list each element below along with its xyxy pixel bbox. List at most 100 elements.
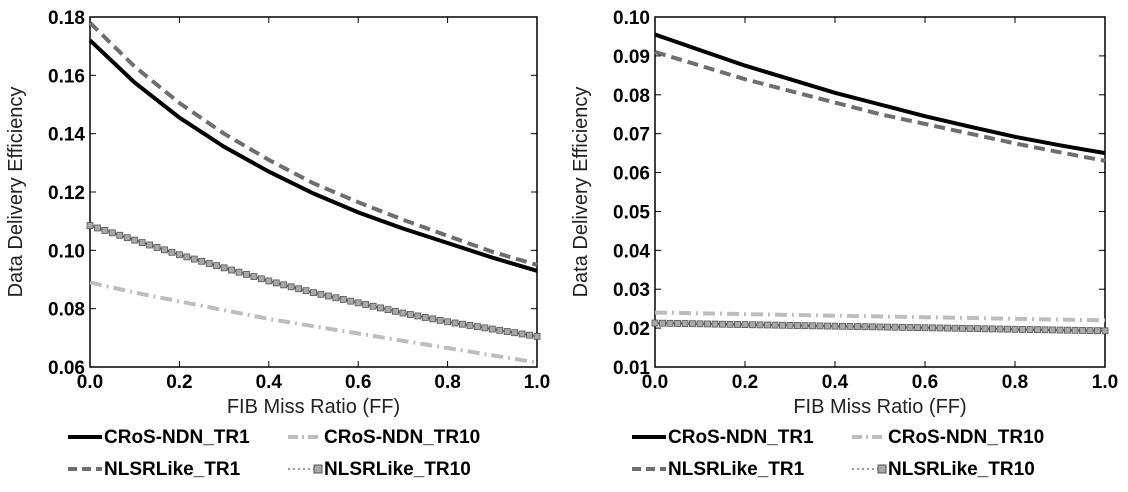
series-marker-NLSRLike_TR10 xyxy=(756,321,764,329)
series-marker-NLSRLike_TR10 xyxy=(734,321,741,328)
legend-item-NLSRLike_TR1: NLSRLike_TR1 xyxy=(68,459,241,480)
series-marker-NLSRLike_TR10 xyxy=(511,329,519,337)
legend-item-CRoS-NDN_TR10: CRoS-NDN_TR10 xyxy=(852,427,1044,448)
series-marker-NLSRLike_TR10 xyxy=(651,319,659,327)
x-tick-label: 1.0 xyxy=(1092,372,1118,393)
x-tick-label: 0.0 xyxy=(77,372,103,393)
series-marker-NLSRLike_TR10 xyxy=(891,323,899,331)
series-marker-NLSRLike_TR10 xyxy=(131,236,139,244)
series-marker-NLSRLike_TR10 xyxy=(183,253,191,261)
series-marker-NLSRLike_TR10 xyxy=(384,306,392,314)
chart-panel-1: 0.06 0.08 0.10 0.12 0.14 0.16 0.18 0.0 0.2 0.4 0.6… xyxy=(5,8,550,480)
series-marker-NLSRLike_TR10 xyxy=(899,323,906,331)
y-tick-label: 0.18 xyxy=(48,8,85,29)
series-marker-NLSRLike_TR10 xyxy=(339,296,347,303)
x-tick-label: 0.4 xyxy=(822,372,849,393)
y-tick-label: 0.04 xyxy=(613,241,650,262)
legend-item-NLSRLike_TR1: NLSRLike_TR1 xyxy=(632,459,805,480)
series-marker-NLSRLike_TR10 xyxy=(1086,327,1094,334)
series-marker-NLSRLike_TR10 xyxy=(749,321,756,329)
series-marker-NLSRLike_TR10 xyxy=(869,323,876,331)
series-marker-NLSRLike_TR10 xyxy=(1079,327,1086,334)
series-marker-NLSRLike_TR10 xyxy=(801,322,809,330)
series-marker-NLSRLike_TR10 xyxy=(689,320,696,328)
series-marker-NLSRLike_TR10 xyxy=(726,320,734,328)
series-line-CRoS-NDN_TR10 xyxy=(89,280,538,365)
series-marker-NLSRLike_TR10 xyxy=(317,290,325,298)
series-marker-NLSRLike_TR10 xyxy=(86,222,94,229)
series-marker-NLSRLike_TR10 xyxy=(846,323,854,330)
series-marker-NLSRLike_TR10 xyxy=(1026,326,1034,333)
series-marker-NLSRLike_TR10 xyxy=(681,320,689,327)
series-line-CRoS-NDN_TR1 xyxy=(654,32,1106,156)
y-tick-label: 0.12 xyxy=(48,183,85,204)
series-line-NLSRLike_TR1 xyxy=(88,21,538,267)
series-marker-NLSRLike_TR10 xyxy=(161,246,168,254)
series-marker-NLSRLike_TR10 xyxy=(272,279,280,287)
legend-label: NLSRLike_TR1 xyxy=(104,459,241,480)
legend: CRoS-NDN_TR1 CRoS-NDN_TR10 NLSRLike_TR1 NLS… xyxy=(632,427,1044,480)
series-marker-NLSRLike_TR10 xyxy=(914,324,921,331)
x-tick-label: 0.8 xyxy=(434,372,460,393)
series-marker-NLSRLike_TR10 xyxy=(674,320,681,327)
series-marker-NLSRLike_TR10 xyxy=(399,309,407,317)
series-marker-NLSRLike_TR10 xyxy=(347,297,355,305)
series-marker-NLSRLike_TR10 xyxy=(861,323,869,331)
y-tick-label: 0.08 xyxy=(48,300,85,321)
legend-label: NLSRLike_TR10 xyxy=(324,459,471,480)
series-marker-NLSRLike_TR10 xyxy=(332,294,340,302)
x-tick-label: 0.0 xyxy=(642,372,668,393)
series-marker-NLSRLike_TR10 xyxy=(906,324,914,331)
series-marker-NLSRLike_TR10 xyxy=(518,330,526,338)
series-marker-NLSRLike_TR10 xyxy=(786,321,794,329)
series-marker-NLSRLike_TR10 xyxy=(996,325,1004,333)
series-marker-NLSRLike_TR10 xyxy=(1041,326,1049,334)
y-tick-label: 0.05 xyxy=(613,202,650,223)
series-marker-NLSRLike_TR10 xyxy=(839,322,846,330)
series-marker-NLSRLike_TR10 xyxy=(1004,325,1011,333)
series-marker-NLSRLike_TR10 xyxy=(944,324,951,332)
series-marker-NLSRLike_TR10 xyxy=(243,270,250,278)
series-marker-NLSRLike_TR10 xyxy=(287,283,295,291)
series-marker-NLSRLike_TR10 xyxy=(1049,326,1056,334)
x-tick-label: 0.2 xyxy=(732,372,758,393)
series-marker-NLSRLike_TR10 xyxy=(496,326,504,334)
series-marker-NLSRLike_TR10 xyxy=(936,324,944,332)
series-marker-NLSRLike_TR10 xyxy=(794,322,801,329)
series-marker-NLSRLike_TR10 xyxy=(377,304,384,312)
series-marker-NLSRLike_TR10 xyxy=(704,320,711,328)
series-marker-NLSRLike_TR10 xyxy=(989,325,996,333)
series-marker-NLSRLike_TR10 xyxy=(981,325,989,333)
series-marker-NLSRLike_TR10 xyxy=(362,301,370,308)
legend-label: NLSRLike_TR1 xyxy=(668,459,805,480)
y-tick-label: 0.09 xyxy=(613,47,650,68)
legend-item-NLSRLike_TR10: NLSRLike_TR10 xyxy=(288,459,471,480)
series-marker-NLSRLike_TR10 xyxy=(1101,327,1109,335)
series-marker-NLSRLike_TR10 xyxy=(198,257,206,265)
series-line-NLSRLike_TR1 xyxy=(654,50,1106,163)
series-marker-NLSRLike_TR10 xyxy=(205,260,213,267)
series-marker-NLSRLike_TR10 xyxy=(392,307,399,315)
series-line-CRoS-NDN_TR10 xyxy=(654,310,1106,323)
series-marker-NLSRLike_TR10 xyxy=(280,281,288,289)
y-tick-label: 0.06 xyxy=(613,164,650,185)
series-marker-NLSRLike_TR10 xyxy=(711,320,719,328)
series-marker-NLSRLike_TR10 xyxy=(108,229,116,237)
series-marker-NLSRLike_TR10 xyxy=(1094,327,1101,335)
legend-marker xyxy=(877,464,887,474)
x-tick-label: 0.4 xyxy=(256,372,283,393)
legend: CRoS-NDN_TR1 CRoS-NDN_TR10 NLSRLike_TR1 NLS… xyxy=(68,427,480,480)
series-marker-NLSRLike_TR10 xyxy=(719,320,726,328)
series-marker-NLSRLike_TR10 xyxy=(974,325,981,333)
series-marker-NLSRLike_TR10 xyxy=(764,321,771,329)
series-marker-NLSRLike_TR10 xyxy=(101,227,109,234)
series-marker-NLSRLike_TR10 xyxy=(116,231,124,239)
y-tick-label: 0.10 xyxy=(48,241,85,262)
series-marker-NLSRLike_TR10 xyxy=(533,332,541,340)
series-marker-NLSRLike_TR10 xyxy=(1011,325,1019,333)
legend-marker xyxy=(313,464,323,474)
series-marker-NLSRLike_TR10 xyxy=(406,311,414,318)
x-tick-label: 0.6 xyxy=(345,372,371,393)
legend-label: CRoS-NDN_TR10 xyxy=(324,427,480,448)
